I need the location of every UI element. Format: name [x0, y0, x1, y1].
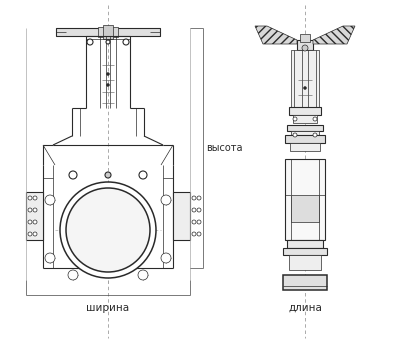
Bar: [287, 240, 323, 248]
Text: высота: высота: [206, 143, 242, 153]
Circle shape: [106, 40, 110, 44]
Circle shape: [68, 270, 78, 280]
Circle shape: [45, 195, 55, 205]
Circle shape: [192, 208, 196, 212]
Bar: [291, 131, 319, 137]
Circle shape: [197, 196, 201, 200]
Circle shape: [138, 270, 148, 280]
Circle shape: [87, 39, 93, 45]
Circle shape: [293, 117, 297, 121]
Bar: [98, 27, 118, 37]
Bar: [297, 40, 313, 50]
Circle shape: [197, 208, 201, 212]
Circle shape: [161, 195, 171, 205]
Bar: [289, 107, 321, 115]
Text: ширина: ширина: [86, 303, 130, 313]
Polygon shape: [313, 26, 355, 44]
Bar: [289, 255, 321, 270]
Bar: [283, 275, 327, 290]
Circle shape: [313, 117, 317, 121]
Bar: [26, 192, 43, 240]
Circle shape: [123, 39, 129, 45]
Circle shape: [302, 45, 308, 51]
Circle shape: [106, 83, 110, 86]
Circle shape: [161, 253, 171, 263]
Circle shape: [60, 182, 156, 278]
Bar: [283, 248, 327, 255]
Circle shape: [139, 171, 147, 179]
Circle shape: [192, 232, 196, 236]
Circle shape: [192, 196, 196, 200]
Circle shape: [69, 171, 77, 179]
Circle shape: [304, 86, 306, 90]
Circle shape: [33, 232, 37, 236]
Circle shape: [293, 133, 297, 137]
Circle shape: [313, 133, 317, 137]
Circle shape: [33, 196, 37, 200]
Bar: [293, 115, 317, 123]
Circle shape: [106, 73, 110, 75]
Circle shape: [28, 232, 32, 236]
Circle shape: [197, 220, 201, 224]
Bar: [300, 34, 310, 42]
Bar: [173, 192, 190, 240]
Circle shape: [33, 220, 37, 224]
Bar: [56, 28, 160, 36]
Circle shape: [105, 172, 111, 178]
Circle shape: [28, 208, 32, 212]
Bar: [287, 125, 323, 131]
Bar: [103, 25, 113, 39]
Circle shape: [28, 220, 32, 224]
Bar: [290, 143, 320, 151]
Circle shape: [33, 208, 37, 212]
Circle shape: [66, 188, 150, 272]
Polygon shape: [291, 195, 319, 222]
Polygon shape: [255, 26, 297, 44]
Circle shape: [45, 253, 55, 263]
Bar: [285, 159, 325, 240]
Text: длина: длина: [288, 303, 322, 313]
Circle shape: [192, 220, 196, 224]
Bar: [285, 135, 325, 143]
Bar: [291, 50, 319, 115]
Circle shape: [28, 196, 32, 200]
Circle shape: [197, 232, 201, 236]
